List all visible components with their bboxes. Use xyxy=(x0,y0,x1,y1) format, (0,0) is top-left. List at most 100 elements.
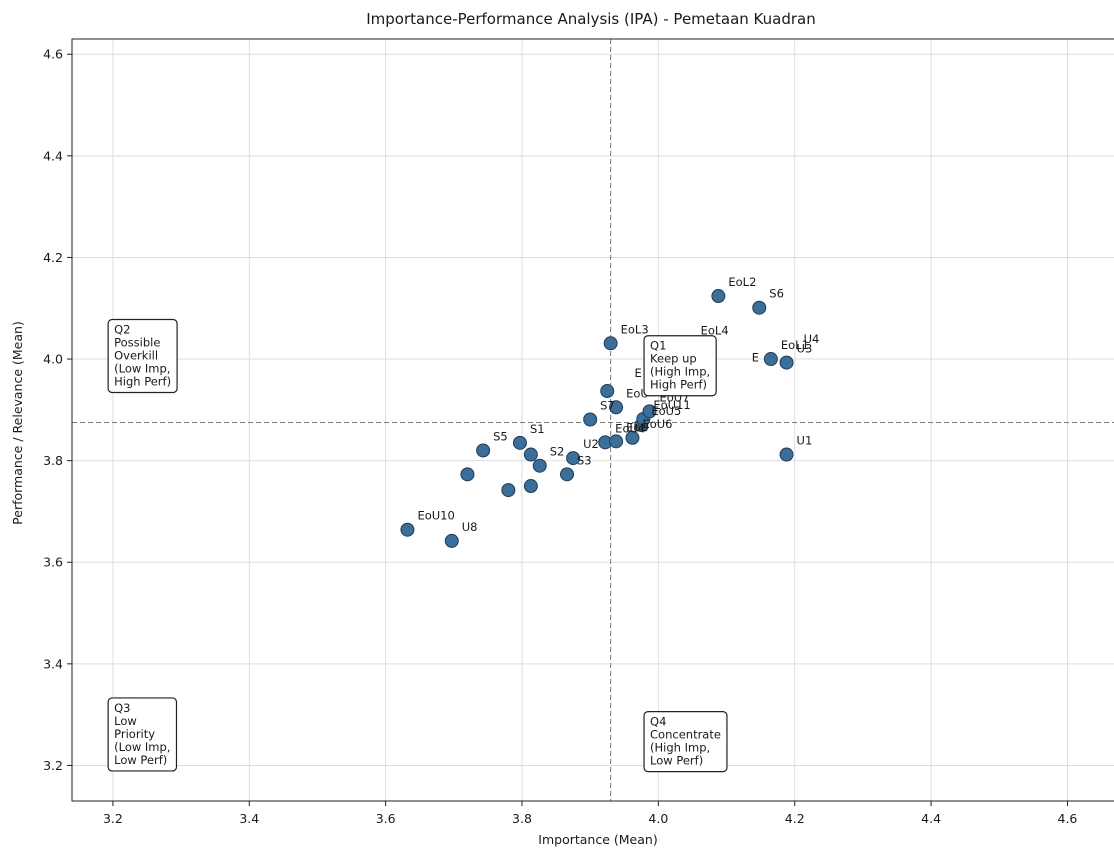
point-label: EoL3 xyxy=(621,322,649,336)
scatter-point xyxy=(752,300,767,315)
point-label: U3 xyxy=(797,342,813,356)
point-label: S6 xyxy=(769,287,784,301)
quadrant-text: (High Imp, xyxy=(650,365,710,379)
x-tick-label: 3.2 xyxy=(103,811,123,826)
x-axis-label: Importance (Mean) xyxy=(538,832,657,847)
axis-ticks: 3.2 3.4 3.6 3.8 4.0 4.2 4.4 4.6 3.2 3.4 3.6 3.8 4.0 4… xyxy=(43,47,1077,826)
x-tick-label: 3.8 xyxy=(512,811,532,826)
scatter-point xyxy=(460,467,475,482)
point-label: S3 xyxy=(577,453,592,467)
x-tick-label: 4.6 xyxy=(1058,811,1078,826)
quadrant-text: Low Perf) xyxy=(114,753,167,767)
scatter-point xyxy=(560,467,574,482)
scatter-point xyxy=(476,443,491,458)
quadrant-text: High Perf) xyxy=(114,374,171,388)
quadrant-text: Q1 xyxy=(650,339,666,353)
quadrant-text: High Perf) xyxy=(650,378,707,392)
scatter-point xyxy=(609,400,624,415)
scatter-point xyxy=(523,479,538,494)
y-axis-label: Performance / Relevance (Mean) xyxy=(10,321,25,525)
quadrant-text: Possible xyxy=(114,335,160,349)
y-tick-label: 3.6 xyxy=(43,555,63,570)
point-label: E xyxy=(752,351,759,365)
point-label: EoU6 xyxy=(642,417,672,431)
quadrant-text: (Low Imp, xyxy=(114,361,170,375)
point-label: EoU xyxy=(626,386,649,400)
y-tick-label: 3.2 xyxy=(43,758,63,773)
point-label: S1 xyxy=(530,422,545,436)
point-label: EoL2 xyxy=(728,275,756,289)
scatter-point xyxy=(711,289,726,304)
x-tick-label: 4.4 xyxy=(921,811,941,826)
point-label: S2 xyxy=(550,445,565,459)
quadrant-box-frame xyxy=(107,318,178,394)
scatter-point xyxy=(779,447,794,462)
point-label: EoU4 xyxy=(615,421,645,435)
scatter-point xyxy=(603,336,618,351)
y-tick-label: 3.4 xyxy=(43,656,63,671)
quadrant-text: Concentrate xyxy=(650,728,721,742)
point-label: EoU11 xyxy=(653,398,690,412)
x-tick-label: 4.0 xyxy=(648,811,668,826)
point-label: U8 xyxy=(462,520,478,534)
scatter-point xyxy=(566,451,581,466)
y-tick-label: 4.6 xyxy=(43,47,63,62)
quadrant-text: Q3 xyxy=(114,701,130,715)
scatter-points xyxy=(400,289,794,548)
y-tick-label: 4.2 xyxy=(43,250,63,265)
point-label: EoL1 xyxy=(781,338,809,352)
quadrant-text: Q2 xyxy=(114,322,130,336)
quadrant-text: Q4 xyxy=(650,715,666,729)
point-label: S7 xyxy=(600,398,615,412)
quadrant-text: (High Imp, xyxy=(650,741,710,755)
scatter-point xyxy=(609,434,624,449)
scatter-point xyxy=(532,458,547,473)
point-label: U1 xyxy=(797,434,813,448)
point-labels: EoU10U8S5S1S2S3U2S7EoU4EoL3EoUEoUEoU6EoU… xyxy=(417,275,819,534)
point-label: EoL4 xyxy=(701,324,729,338)
scatter-point xyxy=(512,435,527,450)
scatter-point xyxy=(400,522,415,537)
point-label: S5 xyxy=(493,429,508,443)
quadrant-text: Overkill xyxy=(114,348,158,362)
quadrant-text: Priority xyxy=(114,727,155,741)
scatter-point xyxy=(642,404,657,419)
point-label: EoU5 xyxy=(651,404,681,418)
scatter-point xyxy=(763,352,778,367)
y-tick-label: 4.0 xyxy=(43,352,63,367)
quadrant-text: Keep up xyxy=(650,352,697,366)
mean-lines xyxy=(72,39,1114,801)
quadrant-box-frame xyxy=(643,711,728,773)
point-label: U4 xyxy=(804,332,820,346)
quadrant-box-frame xyxy=(643,335,717,397)
scatter-point xyxy=(625,430,640,445)
quadrant-text: Low Perf) xyxy=(650,754,703,768)
scatter-point xyxy=(779,355,794,370)
y-tick-label: 3.8 xyxy=(43,453,63,468)
point-label: EoU10 xyxy=(417,509,454,523)
quadrant-text: (Low Imp, xyxy=(114,740,170,754)
point-label: E xyxy=(635,366,642,380)
scatter-point xyxy=(444,533,459,548)
x-tick-label: 4.2 xyxy=(785,811,805,826)
y-tick-label: 4.4 xyxy=(43,148,63,163)
scatter-point xyxy=(501,483,516,498)
plot-area-frame xyxy=(71,38,1114,802)
quadrant-text: Low xyxy=(114,714,137,728)
point-label: EoU xyxy=(626,420,649,434)
scatter-point xyxy=(523,447,538,462)
x-tick-label: 3.4 xyxy=(239,811,259,826)
quadrant-box-frame xyxy=(107,697,178,772)
chart-title: Importance-Performance Analysis (IPA) - … xyxy=(366,10,815,28)
x-tick-label: 3.6 xyxy=(376,811,396,826)
point-label: U2 xyxy=(583,437,599,451)
grid-lines xyxy=(72,39,1114,801)
scatter-point xyxy=(600,384,615,399)
scatter-point xyxy=(583,412,598,427)
